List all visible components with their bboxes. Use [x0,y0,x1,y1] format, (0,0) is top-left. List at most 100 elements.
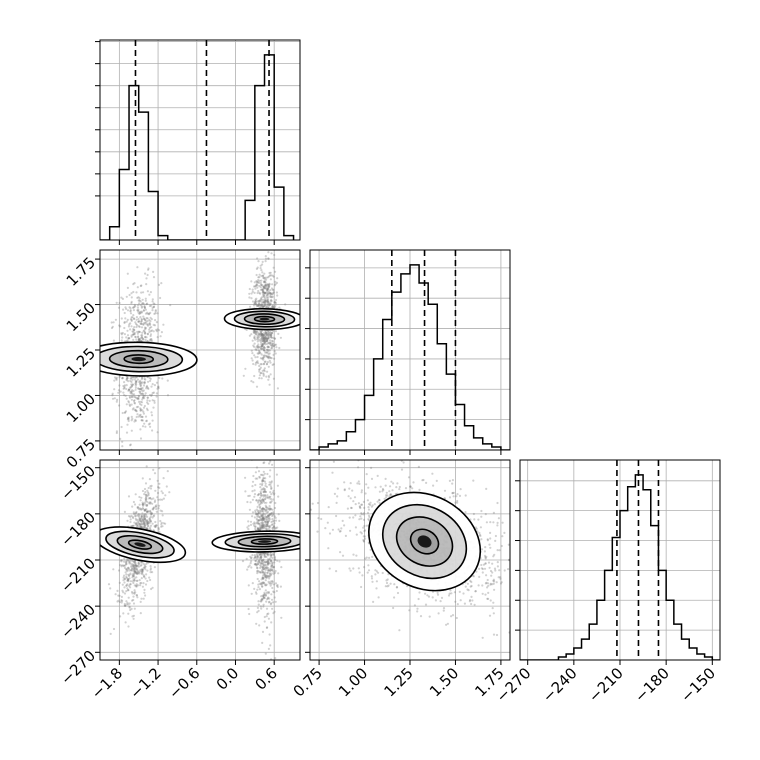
scatter-point [138,513,141,516]
scatter-point [270,334,273,337]
scatter-point [357,502,360,505]
scatter-point [263,341,266,344]
scatter-point [146,401,149,404]
scatter-point [375,587,378,590]
scatter-point [268,342,271,345]
scatter-point [265,600,268,603]
scatter-point [121,377,124,380]
scatter-point [131,599,134,602]
scatter-point [146,503,149,506]
histogram-step [310,264,510,450]
scatter-point [255,513,258,516]
scatter-point [437,612,440,615]
scatter-point [264,332,267,335]
scatter-point [362,526,365,529]
scatter-point [261,507,264,510]
scatter-point [131,383,134,386]
scatter-point [266,293,269,297]
scatter-point [384,585,387,588]
scatter-point [131,333,135,336]
scatter-point [254,333,257,336]
scatter-point [133,326,136,329]
scatter-point [262,288,265,291]
scatter-point [263,341,266,344]
scatter-point [127,588,130,592]
scatter-point [269,569,272,573]
scatter-point [253,336,256,339]
scatter-point [268,283,271,286]
scatter-point [389,493,392,496]
scatter-point [402,461,405,464]
scatter-point [261,333,264,336]
scatter-point [136,506,139,509]
scatter-point [140,520,143,523]
scatter-point [159,296,162,300]
scatter-point [253,335,256,338]
scatter-point [270,339,274,342]
scatter-point [142,302,145,305]
scatter-point [267,514,270,517]
scatter-point [146,527,149,530]
scatter-point [371,504,374,507]
scatter-point [257,280,260,283]
scatter-point [158,486,161,489]
scatter-point [259,526,262,529]
scatter-point [135,576,138,579]
scatter-point [355,554,358,557]
scatter-point [491,607,494,610]
scatter-point [266,302,269,305]
scatter-point [131,615,134,618]
scatter-point [268,516,271,520]
scatter-point [140,496,143,499]
scatter-point [130,300,133,303]
scatter-point [268,526,271,529]
scatter-point [263,368,266,372]
scatter-point [151,522,154,525]
scatter-point [263,331,266,334]
scatter-point [126,376,129,380]
scatter-point [256,611,259,614]
scatter-point [258,522,261,525]
scatter-point [267,520,270,523]
scatter-point [267,333,270,336]
scatter-point [261,515,264,518]
scatter-point [142,394,145,397]
scatter-point [146,396,149,399]
scatter-point [111,325,114,328]
scatter-point [155,330,158,333]
scatter-point [153,472,157,475]
scatter-point [152,305,156,308]
scatter-point [255,385,259,388]
scatter-point [264,336,268,339]
scatter-point [254,559,257,562]
scatter-point [125,559,128,563]
scatter-point [144,327,147,331]
scatter-point [149,510,152,513]
scatter-point [121,297,124,300]
scatter-point [486,578,489,582]
scatter-point [142,323,145,326]
scatter-point [269,568,272,571]
scatter-point [128,403,131,406]
scatter-point [132,309,135,312]
scatter-point [147,452,149,454]
scatter-point [266,510,270,514]
scatter-point [273,556,277,560]
scatter-point [260,527,263,531]
contour-lines [100,526,300,564]
scatter-point [436,591,439,594]
scatter-point [412,481,415,484]
scatter-point [419,615,423,618]
scatter-point [366,571,369,574]
scatter-point [269,295,272,298]
scatter-point [258,624,261,627]
scatter-point [141,419,144,422]
scatter-point [265,626,268,630]
scatter-point [261,289,264,292]
scatter-point [501,535,504,538]
scatter-point [135,594,138,597]
scatter-point [349,497,352,500]
scatter-point [144,394,147,397]
scatter-point [257,509,260,512]
scatter-point [149,487,153,490]
